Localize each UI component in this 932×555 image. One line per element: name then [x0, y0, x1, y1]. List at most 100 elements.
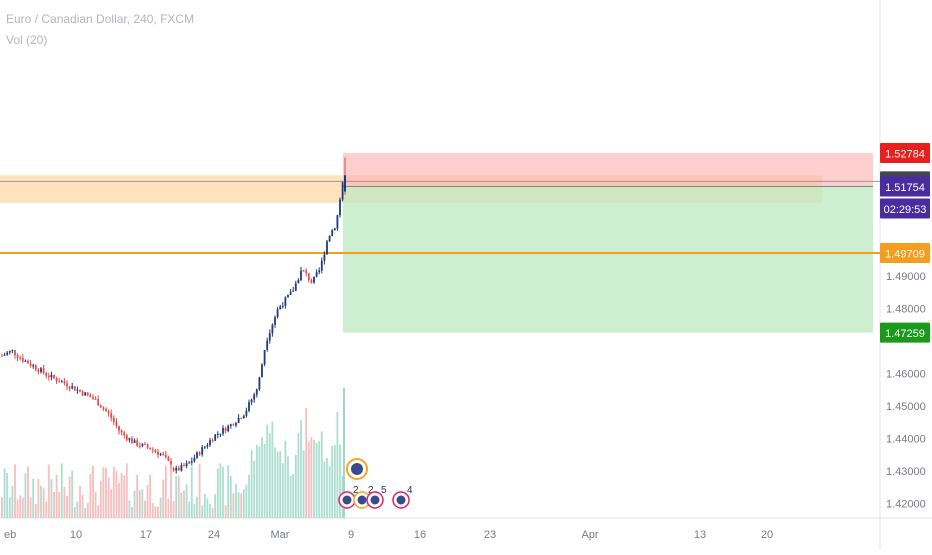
price-tick-label: 1.44000	[886, 434, 926, 446]
candle-body	[284, 297, 287, 306]
candle-body	[336, 215, 339, 229]
candle-body	[248, 402, 250, 411]
candle-body	[16, 355, 19, 358]
volume-bar	[229, 476, 232, 518]
volume-bar	[105, 467, 107, 518]
candle-body	[21, 357, 24, 362]
volume-bar	[214, 494, 217, 518]
volume-bar	[326, 458, 328, 518]
price-tag-label: 1.49709	[885, 248, 925, 260]
candle-body	[245, 410, 248, 416]
candle-body	[258, 377, 261, 390]
volume-bar	[198, 464, 201, 518]
volume-bar	[6, 472, 9, 518]
volume-bar	[172, 500, 175, 518]
volume-bar	[248, 474, 250, 518]
volume-bar	[63, 486, 66, 518]
price-tick-label: 1.48000	[886, 304, 926, 316]
volume-bar	[292, 474, 295, 518]
candle-body	[14, 350, 16, 356]
candle-body	[79, 389, 81, 392]
volume-bar	[266, 424, 269, 518]
candle-body	[266, 340, 269, 351]
candle-body	[110, 413, 113, 418]
price-tag-label: 1.47259	[885, 328, 925, 340]
volume-bar	[180, 492, 183, 518]
event-marker-count: 5	[381, 485, 387, 496]
volume-bar	[29, 497, 32, 518]
volume-bar	[211, 507, 214, 518]
candle-body	[1, 355, 3, 357]
volume-bar	[196, 497, 198, 518]
volume-bar	[255, 444, 258, 518]
volume-bar	[245, 484, 248, 518]
volume-bar	[331, 445, 334, 518]
time-tick-label: 24	[208, 529, 220, 541]
candle-body	[94, 398, 97, 400]
volume-bar	[55, 474, 58, 518]
volume-bar	[68, 476, 71, 518]
volume-bar	[24, 473, 27, 518]
candle-body	[58, 381, 61, 383]
candle-body	[138, 445, 141, 447]
candle-body	[89, 394, 92, 398]
candle-body	[344, 175, 346, 192]
candle-body	[255, 389, 258, 395]
candle-body	[310, 279, 313, 283]
volume-bar	[307, 441, 310, 518]
volume-bar	[50, 479, 53, 518]
candle-body	[339, 199, 341, 216]
volume-bar	[336, 411, 339, 518]
volume-bar	[193, 504, 196, 518]
candle-body	[214, 434, 217, 441]
candle-body	[118, 425, 120, 431]
volume-bar	[240, 493, 243, 518]
candle-body	[40, 368, 42, 372]
candle-body	[175, 467, 178, 471]
candle-body	[3, 354, 6, 356]
volume-bar	[190, 466, 193, 518]
candle-body	[53, 374, 55, 379]
candle-body	[50, 374, 53, 378]
volume-bar	[40, 485, 42, 518]
candle-body	[268, 333, 271, 341]
candle-body	[237, 417, 240, 423]
candle-body	[84, 392, 87, 396]
candle-body	[66, 383, 68, 387]
volume-bar	[107, 477, 110, 518]
candle-body	[55, 378, 58, 382]
candle-body	[92, 397, 94, 399]
volume-bar	[157, 506, 159, 518]
candle-body	[172, 468, 175, 471]
candle-body	[180, 465, 183, 471]
candle-body	[318, 270, 321, 273]
volume-bar	[185, 484, 188, 518]
candle-body	[76, 389, 79, 391]
volume-bar	[315, 442, 318, 518]
volume-bar	[37, 478, 40, 518]
volume-bar	[16, 499, 19, 518]
volume-bar	[73, 507, 76, 518]
volume-bar	[34, 503, 37, 518]
candle-body	[253, 394, 256, 400]
volume-bar	[339, 444, 341, 518]
candle-body	[71, 386, 74, 389]
candle-body	[123, 432, 126, 436]
candle-body	[274, 317, 276, 325]
candle-body	[276, 309, 279, 318]
candle-body	[177, 467, 180, 471]
candle-body	[219, 433, 222, 435]
volume-bar	[323, 461, 326, 518]
volume-bar	[53, 491, 55, 518]
candle-body	[107, 411, 110, 414]
volume-bar	[313, 439, 315, 518]
volume-bar	[201, 505, 204, 518]
volume-bar	[112, 466, 115, 518]
volume-bar	[209, 503, 211, 518]
candle-body	[19, 357, 22, 359]
candle-body	[45, 372, 48, 376]
candle-body	[37, 369, 40, 372]
flag-icon	[357, 495, 367, 505]
